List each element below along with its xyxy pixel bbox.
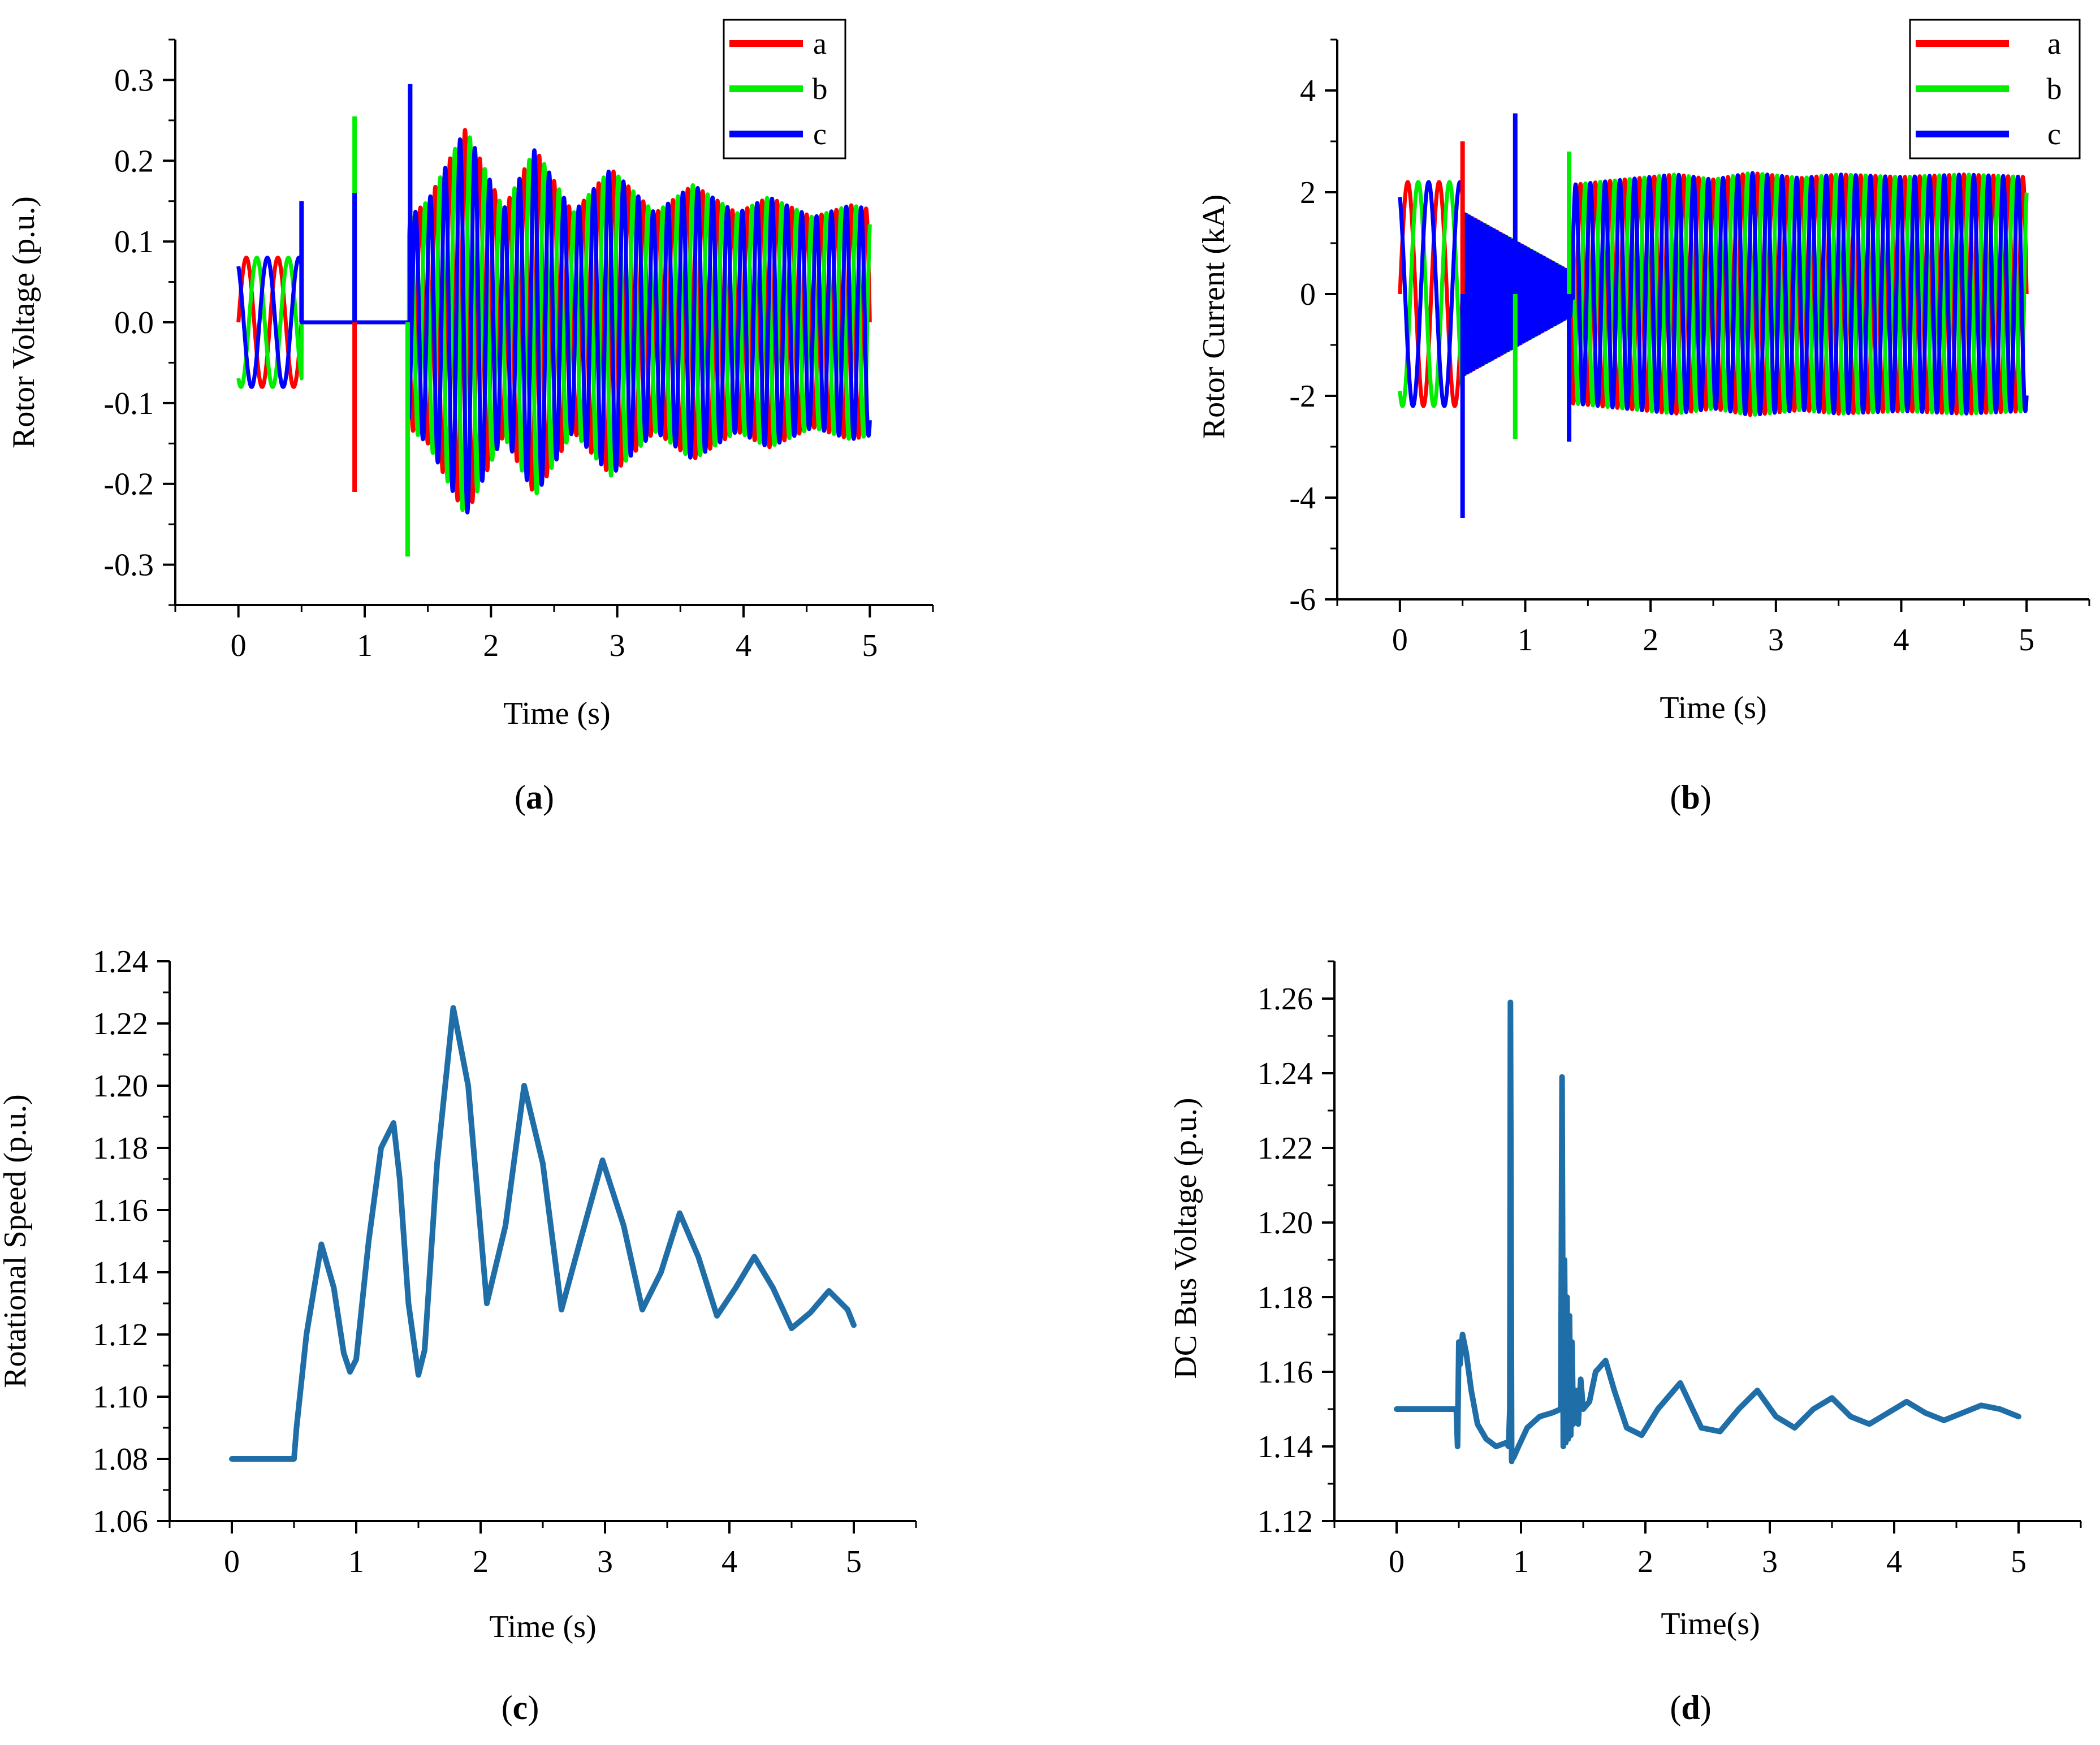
panel-c-ylabel: Rotational Speed (p.u.) <box>0 1094 33 1388</box>
y-tick-label: 1.22 <box>1258 1131 1313 1166</box>
panel-b-legend: abc <box>1909 19 2081 159</box>
y-tick-label: 1.24 <box>1258 1056 1313 1091</box>
panel-d-ylabel: DC Bus Voltage (p.u.) <box>1168 1098 1203 1379</box>
y-tick-label: 1.22 <box>93 1007 148 1042</box>
y-tick-label: 0.3 <box>114 63 154 98</box>
panel-a-lines <box>236 84 872 557</box>
legend-label-a: a <box>813 27 827 61</box>
panel-b-ylabel: Rotor Current (kA) <box>1196 195 1232 439</box>
y-tick-label: 1.08 <box>93 1442 148 1477</box>
panel-c-label: (c) <box>502 1689 539 1726</box>
legend-label-c: c <box>813 117 827 151</box>
legend-label-c: c <box>2047 117 2061 151</box>
y-tick-label: 1.14 <box>1258 1429 1313 1465</box>
y-tick-label: 0.1 <box>114 224 154 260</box>
series-c-line <box>236 137 872 515</box>
x-tick-label: 2 <box>473 1544 489 1579</box>
x-tick-label: 0 <box>1389 1544 1405 1579</box>
x-tick-label: 2 <box>1643 623 1658 658</box>
panel-d-xlabel: Time(s) <box>1661 1606 1760 1642</box>
panel-c: 0 1 2 3 4 5 1.06 1.08 1.10 1.12 1.14 1.16 1.18 1.20 1.… <box>0 944 917 1726</box>
panel-a-ylabel: Rotor Voltage (p.u.) <box>6 196 41 448</box>
panel-a-label-letter: a <box>526 779 543 816</box>
y-tick-label: -4 <box>1289 481 1316 516</box>
series-speed-line <box>229 1005 857 1462</box>
panel-b-label: (b) <box>1670 779 1711 816</box>
panel-a-axes: 0 1 2 3 4 5 -0.3 -0.2 -0.1 0.0 0.1 0.2 0.3 <box>103 38 934 663</box>
series-c-line <box>1398 171 2029 417</box>
x-tick-label: 5 <box>2019 623 2034 658</box>
y-tick-label: -6 <box>1289 582 1316 617</box>
panel-c-xlabel: Time (s) <box>489 1609 596 1644</box>
x-tick-label: 4 <box>721 1544 737 1579</box>
panel-a: 0 1 2 3 4 5-0.3-0.2-0.10.00.10.20.3 abc Rotor… <box>6 19 934 816</box>
panel-a-xlabel: Time (s) <box>503 696 610 731</box>
x-tick-label: 1 <box>348 1544 364 1579</box>
x-tick-label: 2 <box>483 628 499 663</box>
panel-c-label-letter: c <box>513 1689 528 1726</box>
panel-c-lines <box>229 1005 857 1462</box>
x-tick-label: 0 <box>224 1544 240 1579</box>
x-tick-label: 4 <box>1894 623 1909 658</box>
x-tick-label: 1 <box>1513 1544 1529 1579</box>
x-tick-label: 0 <box>231 628 247 663</box>
panel-d: 0 1 2 3 4 5 1.12 1.14 1.16 1.18 1.20 1.22 1.24 1.26 D… <box>1168 960 2082 1726</box>
y-tick-label: 4 <box>1300 74 1316 109</box>
x-tick-label: 5 <box>862 628 878 663</box>
x-tick-label: 0 <box>1392 623 1408 658</box>
panel-d-label: (d) <box>1670 1689 1711 1726</box>
y-tick-label: 1.26 <box>1258 982 1313 1017</box>
legend-label-b: b <box>813 72 828 106</box>
x-tick-label: 1 <box>1518 623 1533 658</box>
panel-c-axes: 0 1 2 3 4 5 1.06 1.08 1.10 1.12 1.14 1.16 1.18 1.20 1.… <box>93 944 917 1579</box>
y-tick-label: -0.3 <box>103 548 154 583</box>
panel-d-label-letter: d <box>1681 1689 1700 1726</box>
y-tick-label: 1.20 <box>1258 1206 1313 1241</box>
panel-d-lines <box>1394 999 2021 1465</box>
panel-d-axes: 0 1 2 3 4 5 1.12 1.14 1.16 1.18 1.20 1.22 1.24 1.26 <box>1258 960 2082 1579</box>
y-tick-label: 0.0 <box>114 305 154 340</box>
y-tick-label: 1.06 <box>93 1504 148 1539</box>
x-tick-label: 3 <box>1762 1544 1778 1579</box>
y-tick-label: 1.12 <box>93 1318 148 1353</box>
x-tick-label: 3 <box>1768 623 1784 658</box>
panel-b-axes: 0 1 2 3 4 5 -6 -4 -2 0 2 4 <box>1289 38 2090 658</box>
y-tick-label: 0.2 <box>114 144 154 179</box>
y-tick-label: 1.10 <box>93 1380 148 1415</box>
legend-label-b: b <box>2047 72 2062 106</box>
y-tick-label: 1.14 <box>93 1255 148 1290</box>
y-tick-label: -0.2 <box>103 467 154 502</box>
y-tick-label: 1.12 <box>1258 1504 1313 1539</box>
x-tick-label: 1 <box>357 628 373 663</box>
y-tick-label: 0 <box>1300 277 1316 312</box>
panel-b-xlabel: Time (s) <box>1660 690 1766 725</box>
panel-b-lines <box>1398 113 2029 518</box>
y-tick-label: 1.16 <box>1258 1355 1313 1390</box>
y-tick-label: 1.24 <box>93 944 148 979</box>
x-tick-label: 5 <box>846 1544 862 1579</box>
x-tick-label: 4 <box>1886 1544 1902 1579</box>
y-tick-label: 1.18 <box>1258 1280 1313 1315</box>
x-tick-label: 3 <box>597 1544 613 1579</box>
x-tick-label: 4 <box>736 628 751 663</box>
series-dc_voltage-line <box>1394 999 2021 1465</box>
panel-a-label: (a) <box>515 779 554 816</box>
y-tick-label: 1.18 <box>93 1131 148 1166</box>
y-tick-label: -0.1 <box>103 386 154 421</box>
y-tick-label: 1.20 <box>93 1069 148 1104</box>
x-tick-label: 2 <box>1637 1544 1653 1579</box>
y-tick-label: -2 <box>1289 379 1316 414</box>
y-tick-label: 2 <box>1300 175 1316 210</box>
panel-b-label-letter: b <box>1681 779 1700 816</box>
x-tick-label: 3 <box>610 628 625 663</box>
y-tick-label: 1.16 <box>93 1193 148 1228</box>
legend-label-a: a <box>2047 27 2061 61</box>
x-tick-label: 5 <box>2011 1544 2026 1579</box>
panel-a-legend: abc <box>723 19 846 159</box>
